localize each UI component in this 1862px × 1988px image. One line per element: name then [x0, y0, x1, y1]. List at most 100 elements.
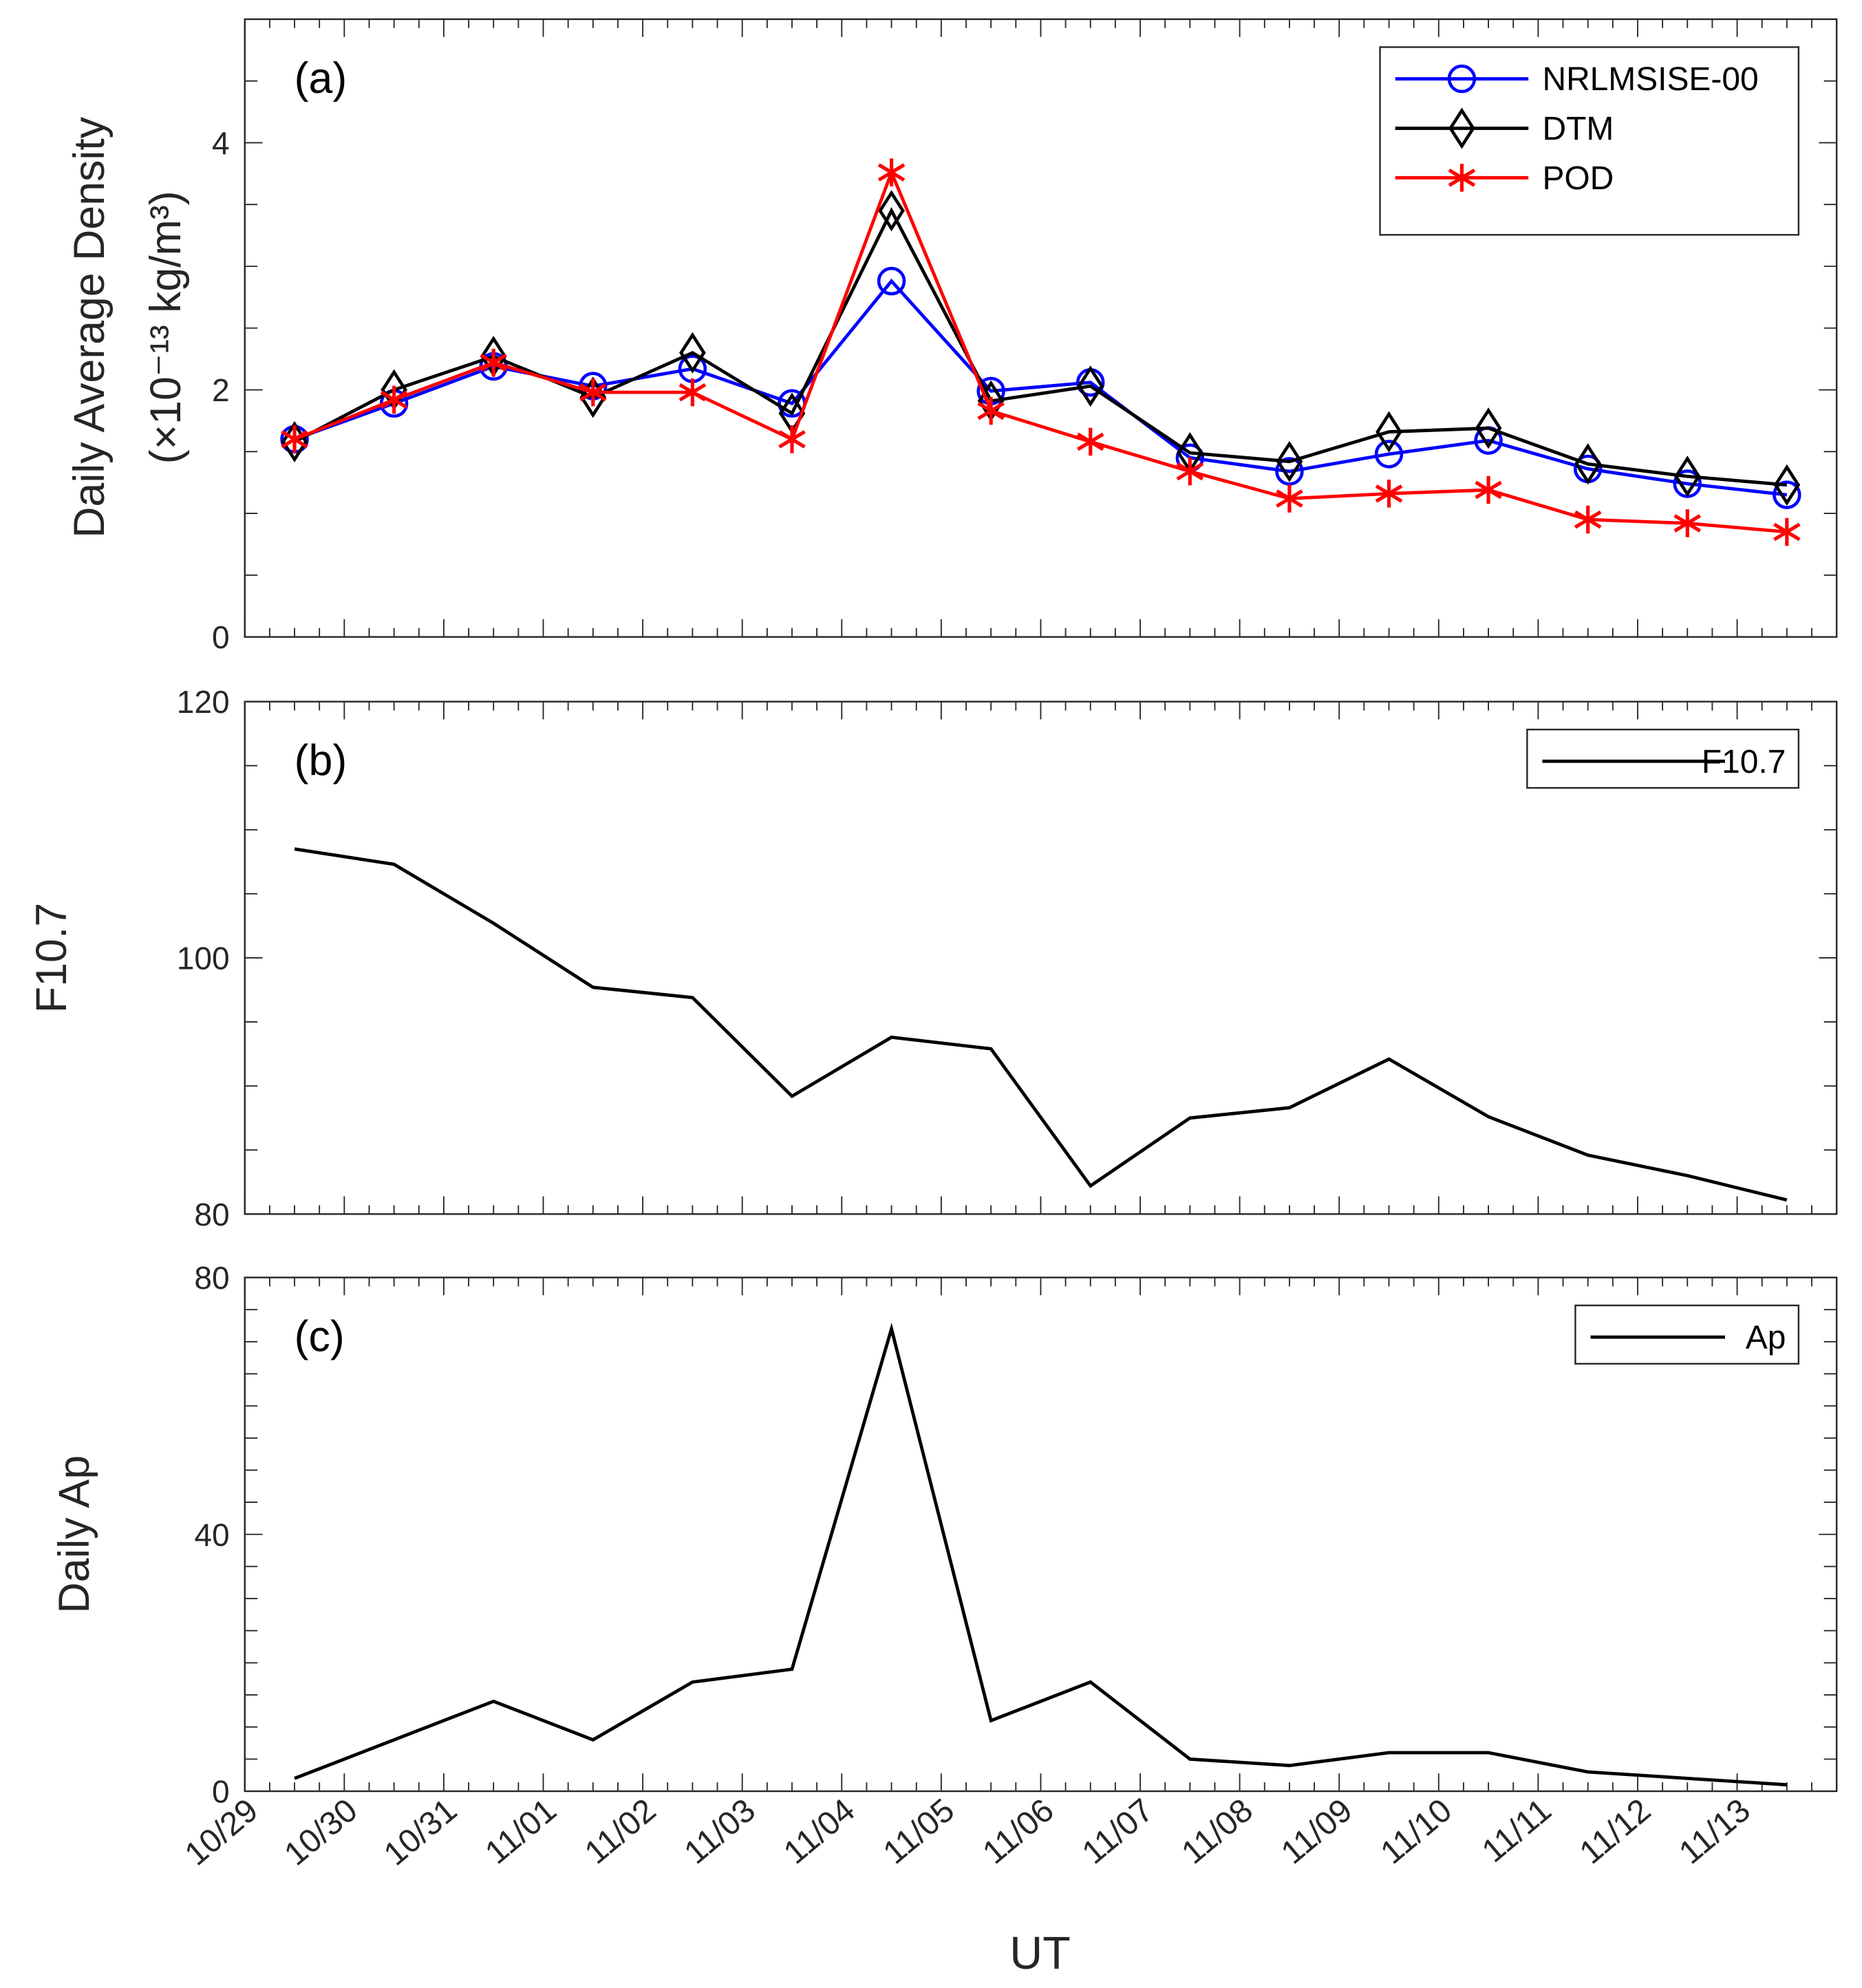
- asterisk-stroke: [480, 353, 507, 372]
- data-point-nrlmsise-00: [877, 266, 906, 296]
- data-point-pod: [1375, 480, 1403, 508]
- y-axis-label: Daily Ap: [50, 1455, 98, 1614]
- data-point-dtm: [1673, 456, 1701, 498]
- data-point-pod: [1673, 509, 1702, 537]
- y-tick-label: 120: [177, 684, 230, 720]
- data-point-dtm: [1276, 440, 1303, 482]
- x-tick-label: 11/09: [1274, 1792, 1359, 1871]
- y-tick-label: 4: [212, 125, 230, 161]
- legend-marker-icon: [1448, 107, 1475, 149]
- data-point-pod: [778, 425, 806, 453]
- asterisk-stroke: [877, 163, 906, 182]
- data-point-dtm: [1574, 443, 1601, 485]
- data-point-pod: [1773, 517, 1801, 546]
- data-point-nrlmsise-00: [1374, 440, 1404, 469]
- asterisk-stroke: [1475, 480, 1502, 500]
- x-tick-label: 11/06: [976, 1792, 1060, 1871]
- y-tick-label: 2: [212, 372, 230, 408]
- x-axis-label: UT: [1009, 1928, 1070, 1979]
- legend-entry-label: DTM: [1542, 111, 1614, 147]
- data-point-dtm: [1077, 365, 1104, 407]
- legend-entry-label: POD: [1542, 160, 1614, 197]
- data-point-nrlmsise-00: [1275, 457, 1304, 486]
- series-line-f10.7: [294, 847, 1788, 1202]
- data-point-dtm: [878, 190, 905, 232]
- y-tick-label: 80: [194, 1260, 229, 1296]
- data-point-dtm: [1376, 411, 1402, 453]
- asterisk-stroke: [1176, 462, 1204, 481]
- panel-label: (c): [295, 1312, 345, 1360]
- y-axis-label: Daily Average Density: [65, 116, 114, 537]
- x-tick-label: 10/31: [377, 1792, 464, 1873]
- data-point-pod: [380, 385, 408, 414]
- y-tick-label: 0: [212, 619, 230, 655]
- panel-c: 0 40 80 Daily Ap (c) Ap: [50, 1260, 1838, 1810]
- asterisk-stroke: [1574, 510, 1602, 529]
- asterisk-stroke: [1076, 432, 1104, 451]
- panel-a: 0 2 4 Daily Average Density (×10⁻¹³ kg/m³) (a…: [65, 18, 1838, 655]
- x-tick-label: 11/07: [1076, 1792, 1160, 1871]
- asterisk-stroke: [1375, 484, 1403, 503]
- data-point-pod: [1276, 484, 1303, 513]
- legend: NRLMSISE-00 DTM POD: [1379, 46, 1800, 236]
- legend-marker-icon: [1447, 64, 1477, 94]
- x-tick-label: 11/04: [777, 1792, 862, 1871]
- y-tick-label: 100: [177, 941, 230, 976]
- x-tick-label: 11/02: [578, 1792, 663, 1871]
- x-tick-label: 11/10: [1374, 1792, 1459, 1871]
- legend: Ap: [1574, 1304, 1800, 1365]
- y-tick-label: 0: [212, 1774, 230, 1810]
- legend-box: [1574, 1304, 1800, 1365]
- data-point-pod: [1176, 457, 1204, 486]
- data-point-dtm: [679, 332, 706, 374]
- y-axis-units: (×10⁻¹³ kg/m³): [142, 191, 190, 464]
- asterisk-stroke: [1276, 489, 1303, 508]
- asterisk-stroke: [678, 383, 707, 402]
- legend-entry-label: Ap: [1746, 1320, 1786, 1356]
- asterisk-stroke: [579, 383, 607, 402]
- series-line-pod: [294, 168, 1788, 534]
- data-point-pod: [281, 425, 308, 453]
- panel-label: (a): [295, 54, 347, 103]
- data-point-pod: [579, 378, 607, 407]
- legend-marker-icon: [1448, 164, 1476, 192]
- asterisk-stroke: [977, 401, 1005, 420]
- data-point-dtm: [1475, 407, 1502, 449]
- x-tick-label: 11/11: [1475, 1792, 1558, 1870]
- x-tick-label: 11/08: [1175, 1792, 1260, 1871]
- x-tick-label: 10/30: [278, 1792, 365, 1873]
- asterisk-stroke: [1773, 522, 1801, 542]
- data-point-nrlmsise-00: [1773, 480, 1801, 509]
- legend-box: [1526, 728, 1800, 789]
- data-point-pod: [877, 158, 906, 186]
- data-point-pod: [1076, 427, 1104, 456]
- y-tick-label: 80: [194, 1197, 229, 1232]
- series-line-dtm: [293, 206, 1788, 487]
- panel-b: 80 100 120 F10.7 (b) F10.7: [28, 684, 1838, 1232]
- asterisk-stroke: [380, 390, 408, 409]
- legend-entry-label: F10.7: [1702, 744, 1786, 780]
- x-tick-label: 11/03: [678, 1792, 762, 1871]
- legend-entry-label: NRLMSISE-00: [1542, 61, 1758, 98]
- x-tick-label: 11/01: [479, 1792, 564, 1871]
- legend: F10.7: [1526, 728, 1800, 789]
- y-axis-label: F10.7: [28, 903, 76, 1013]
- data-point-pod: [1475, 475, 1502, 504]
- data-point-pod: [1574, 505, 1602, 534]
- data-point-dtm: [1773, 464, 1801, 506]
- asterisk-stroke: [281, 430, 308, 449]
- x-tick-label: 11/05: [877, 1792, 961, 1871]
- data-point-pod: [678, 378, 707, 407]
- asterisk-stroke: [1673, 514, 1702, 533]
- data-point-pod: [480, 348, 507, 377]
- series-line-nrlmsise-00: [294, 278, 1788, 497]
- y-tick-label: 40: [194, 1517, 229, 1552]
- data-point-pod: [977, 396, 1005, 425]
- x-tick-label: 11/13: [1673, 1792, 1757, 1871]
- panel-label: (b): [295, 737, 347, 785]
- x-tick-label: 11/12: [1573, 1792, 1658, 1871]
- series-line-ap: [294, 1323, 1787, 1787]
- asterisk-stroke: [1448, 169, 1476, 187]
- asterisk-stroke: [778, 430, 806, 449]
